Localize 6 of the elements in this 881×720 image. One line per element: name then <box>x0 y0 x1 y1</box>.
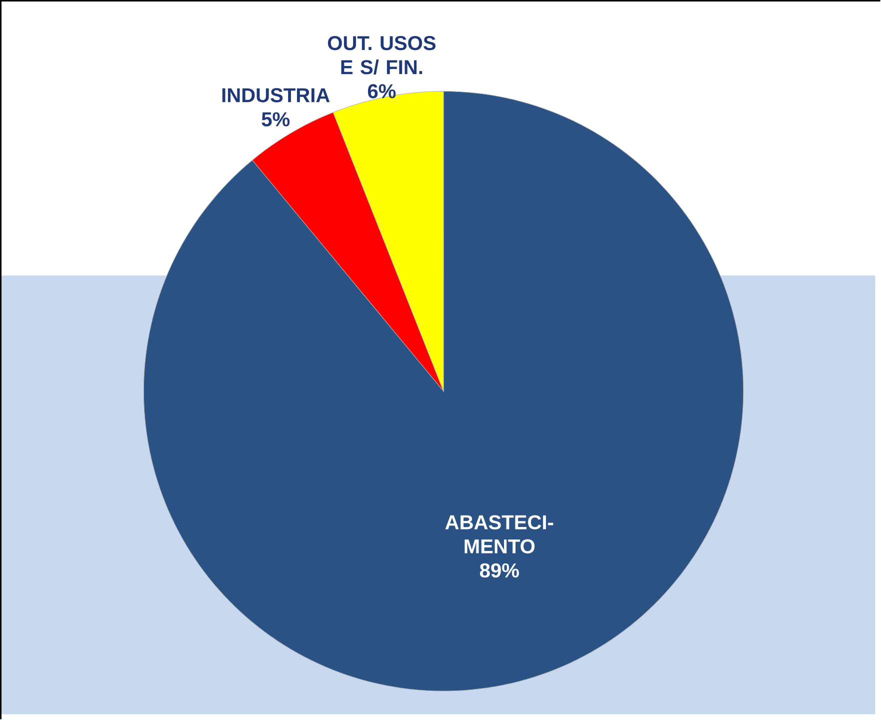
data-label: 5% <box>262 112 290 126</box>
data-label: 6% <box>368 84 396 98</box>
data-label: 89% <box>480 563 519 578</box>
slice-label: OUT. USOS E S/ FIN. <box>328 36 436 74</box>
slice-label: INDUSTRIA <box>222 88 330 102</box>
slice-label: ABASTECI-MENTO <box>445 515 554 554</box>
